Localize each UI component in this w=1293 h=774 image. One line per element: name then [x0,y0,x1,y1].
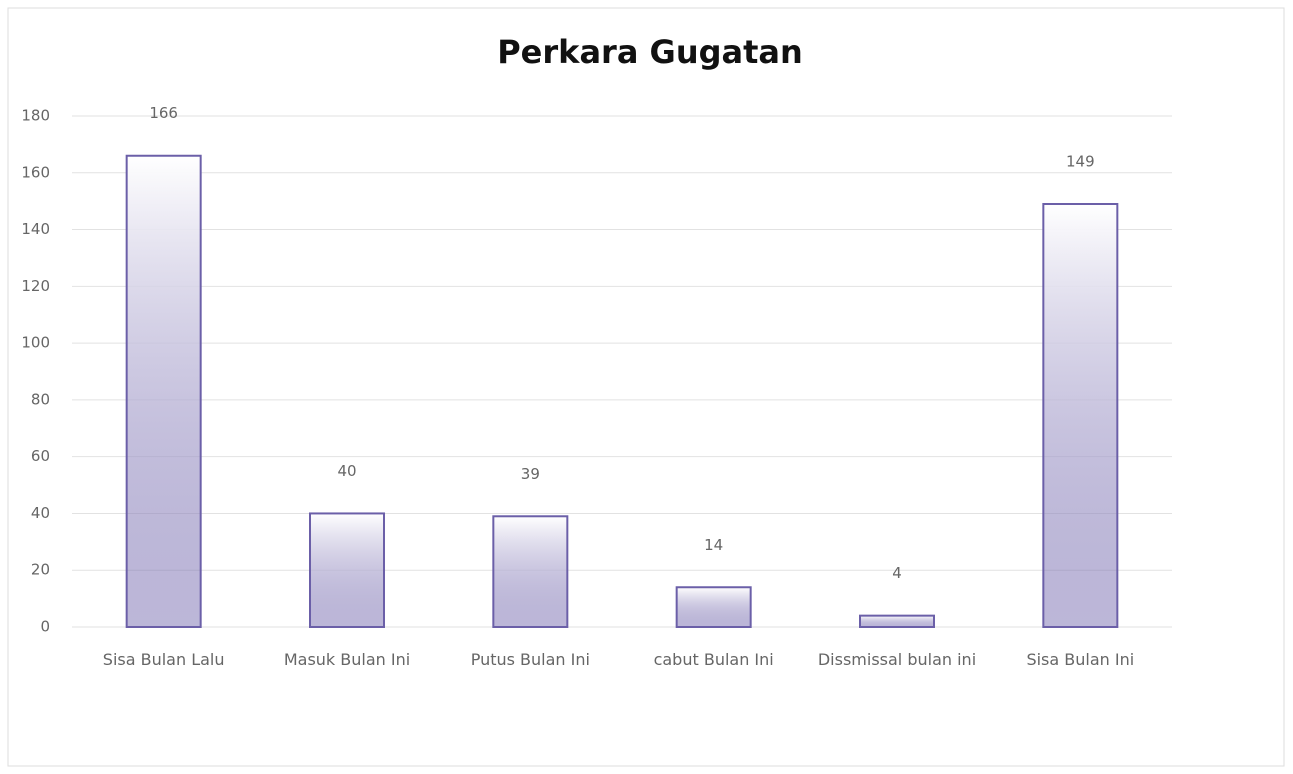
x-tick-label: Dissmissal bulan ini [817,650,977,669]
bar [125,154,202,628]
y-tick-label: 100 [21,334,50,352]
y-tick-label: 0 [40,618,50,636]
y-tick-label: 20 [31,561,50,579]
y-tick-label: 180 [21,107,50,125]
chart-title: Perkara Gugatan [497,33,803,71]
data-label: 39 [521,465,540,483]
y-tick-label: 40 [31,504,50,522]
x-tick-label: cabut Bulan Ini [653,650,774,669]
bar [859,614,935,629]
data-label: 149 [1066,153,1095,171]
bar [675,586,752,628]
data-label: 166 [149,104,178,122]
y-tick-label: 140 [21,220,50,238]
x-tick-label: Sisa Bulan Ini [1026,650,1135,669]
bar [1042,203,1119,628]
chart-frame [7,7,1285,767]
x-tick-label: Sisa Bulan Lalu [102,650,225,669]
bar [492,515,569,628]
y-tick-label: 80 [31,390,50,408]
y-tick-label: 60 [31,447,50,465]
y-tick-label: 120 [21,277,50,295]
data-label: 4 [892,564,902,582]
y-tick-label: 160 [21,163,50,181]
x-tick-label: Putus Bulan Ini [470,650,590,669]
data-label: 14 [704,536,723,554]
data-label: 40 [337,462,356,480]
x-tick-label: Masuk Bulan Ini [283,650,411,669]
bar [309,512,385,629]
